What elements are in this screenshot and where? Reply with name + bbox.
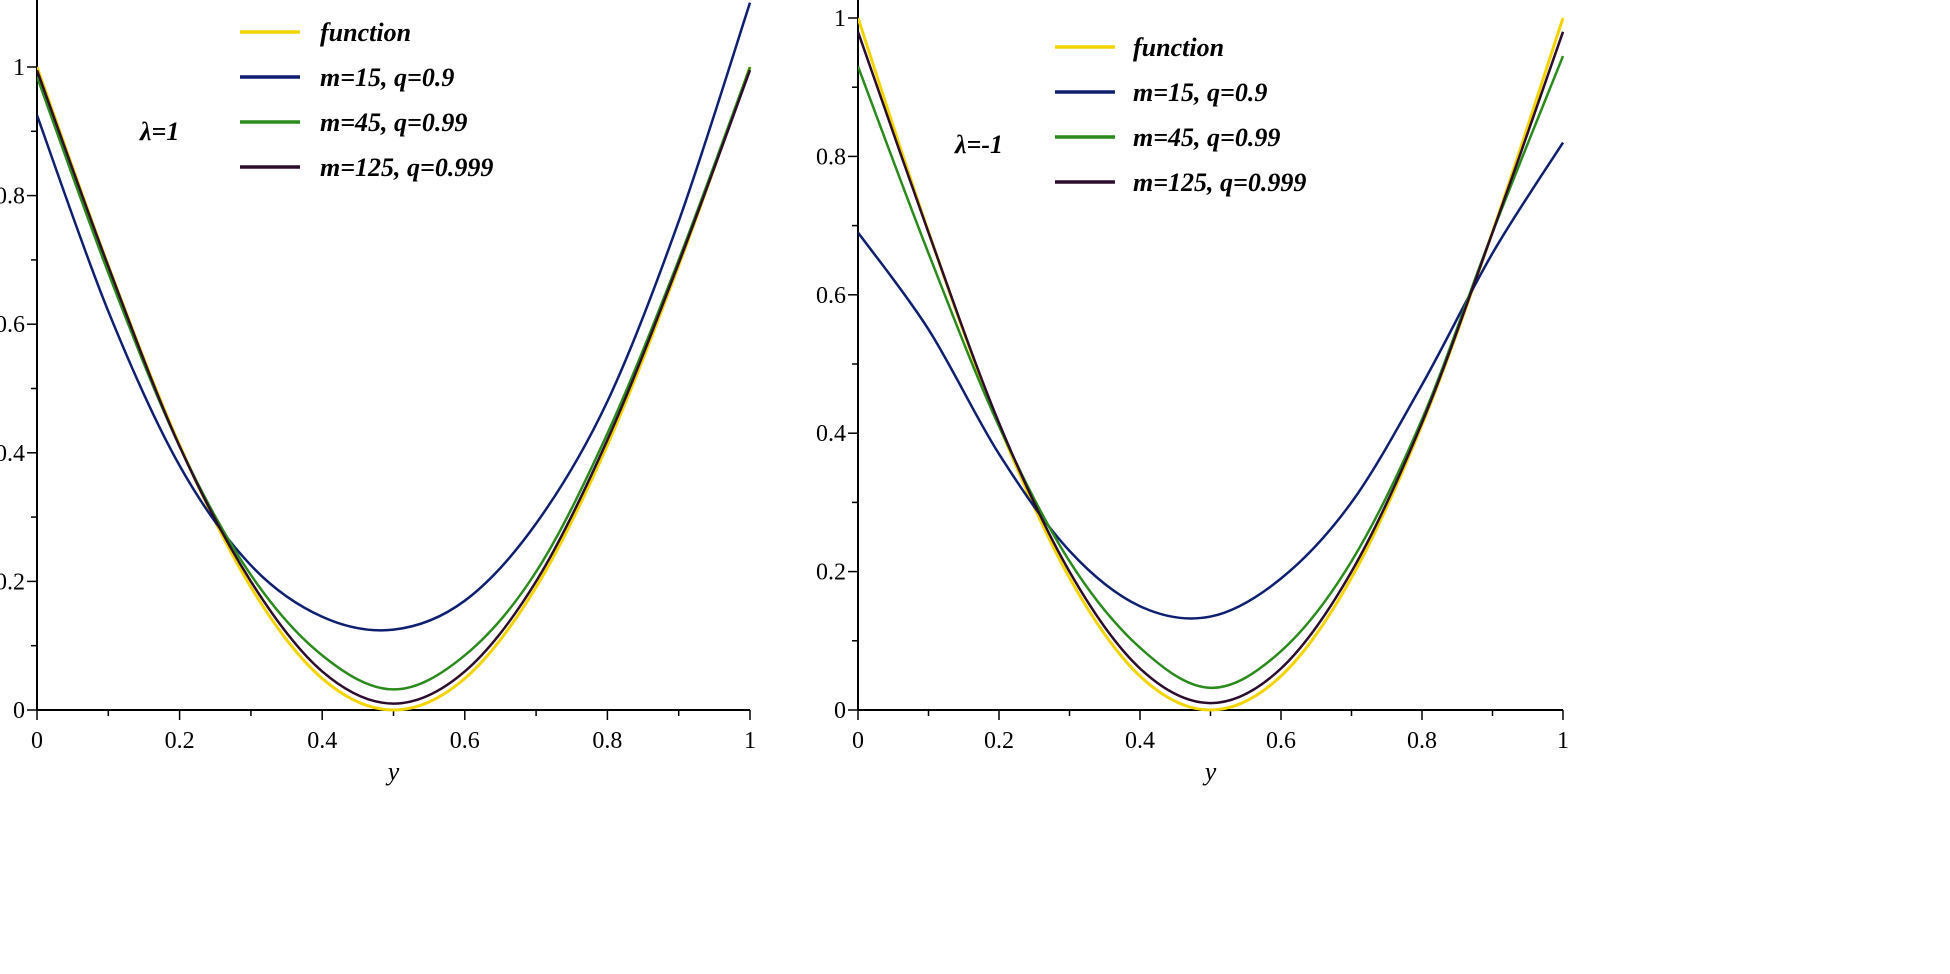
lambda-annotation: λ=-1	[954, 130, 1003, 159]
y-tick-label: 0.6	[0, 312, 25, 338]
legend-label: m=45, q=0.99	[320, 108, 467, 137]
y-tick-label: 0.6	[816, 283, 846, 309]
x-tick-label: 0.4	[1125, 728, 1155, 754]
legend-label: m=45, q=0.99	[1133, 123, 1280, 152]
legend-label: m=125, q=0.999	[1133, 168, 1306, 197]
x-tick-label: 1	[744, 728, 756, 754]
x-tick-label: 0	[31, 728, 43, 754]
legend-label: m=15, q=0.9	[320, 63, 454, 92]
x-tick-label: 0.8	[592, 728, 622, 754]
x-axis-label: y	[1202, 757, 1217, 786]
x-axis-label: y	[385, 757, 400, 786]
legend-label: function	[1133, 33, 1224, 62]
y-tick-label: 0	[834, 698, 846, 724]
y-tick-label: 0.8	[0, 184, 25, 210]
x-tick-label: 0.6	[450, 728, 480, 754]
x-tick-label: 0	[852, 728, 864, 754]
x-tick-label: 1	[1557, 728, 1569, 754]
x-tick-label: 0.2	[984, 728, 1014, 754]
chart-panel-1: 0 0.2 0.4 0.6 0.8 1 0 0.2 0.4 0.6 0.8 1 y λ=1 function…	[0, 0, 756, 786]
legend-label: m=125, q=0.999	[320, 153, 493, 182]
y-tick-label: 1	[834, 6, 846, 32]
x-tick-label: 0.2	[165, 728, 195, 754]
legend-label: function	[320, 18, 411, 47]
x-tick-label: 0.6	[1266, 728, 1296, 754]
series-line-m-15-q-0-9	[858, 141, 1565, 620]
y-tick-label: 0.2	[816, 560, 846, 586]
y-tick-label: 0	[13, 698, 25, 724]
chart-panel-2: 0 0.2 0.4 0.6 0.8 1 0 0.2 0.4 0.6 0.8 1 y λ=-1 functio…	[816, 0, 1569, 786]
y-tick-label: 0.4	[816, 421, 846, 447]
series-line-function	[858, 17, 1565, 712]
y-tick-label: 0.8	[816, 144, 846, 170]
y-tick-label: 0.4	[0, 441, 25, 467]
legend-label: m=15, q=0.9	[1133, 78, 1267, 107]
x-tick-label: 0.4	[307, 728, 337, 754]
series-line-m-125-q-0-999	[37, 69, 752, 705]
y-tick-label: 1	[13, 55, 25, 81]
series-line-m-45-q-0-99	[37, 66, 752, 691]
lambda-annotation: λ=1	[139, 117, 179, 146]
y-tick-label: 0.2	[0, 569, 25, 595]
series-line-m-125-q-0-999	[858, 31, 1565, 705]
x-tick-label: 0.8	[1407, 728, 1437, 754]
series-line-m-15-q-0-9	[37, 2, 752, 632]
